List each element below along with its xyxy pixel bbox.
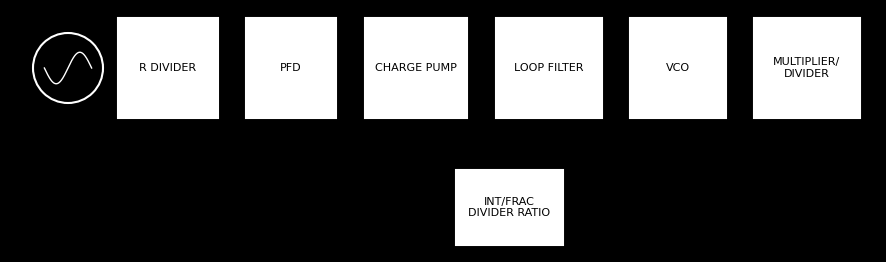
Bar xyxy=(245,18,336,118)
Text: MULTIPLIER/
DIVIDER: MULTIPLIER/ DIVIDER xyxy=(773,57,840,79)
Text: INT/FRAC
DIVIDER RATIO: INT/FRAC DIVIDER RATIO xyxy=(468,197,550,218)
Text: PFD: PFD xyxy=(280,63,301,73)
Bar xyxy=(118,18,218,118)
Text: R DIVIDER: R DIVIDER xyxy=(139,63,197,73)
Ellipse shape xyxy=(33,33,103,103)
Bar xyxy=(455,170,563,245)
Text: LOOP FILTER: LOOP FILTER xyxy=(514,63,583,73)
Text: VCO: VCO xyxy=(665,63,689,73)
Bar xyxy=(629,18,725,118)
Bar xyxy=(364,18,466,118)
Bar xyxy=(495,18,602,118)
Bar xyxy=(753,18,859,118)
Text: CHARGE PUMP: CHARGE PUMP xyxy=(375,63,456,73)
